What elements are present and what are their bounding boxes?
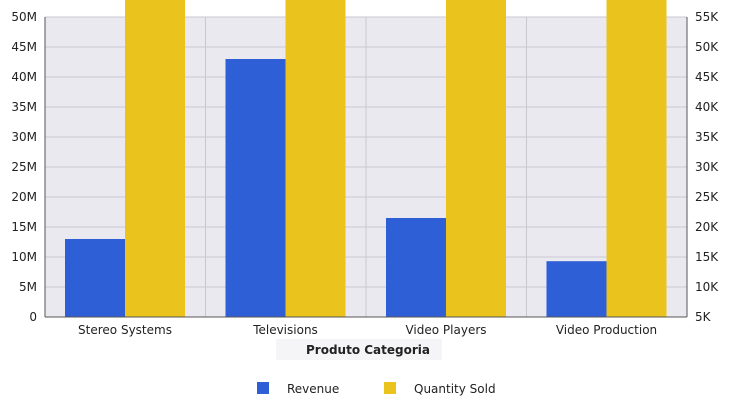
y-left-tick-label: 0	[29, 310, 37, 324]
x-tick-label: Video Players	[405, 323, 486, 337]
y-right-tick-label: 30K	[695, 160, 719, 174]
legend-label: Revenue	[287, 382, 339, 396]
y-left-tick-label: 15M	[11, 220, 37, 234]
y-right-tick-label: 15K	[695, 250, 719, 264]
y-left-tick-label: 25M	[11, 160, 37, 174]
y-left-tick-label: 20M	[11, 190, 37, 204]
y-right-tick-label: 50K	[695, 40, 719, 54]
y-right-tick-label: 40K	[695, 100, 719, 114]
y-left-tick-label: 50M	[11, 10, 37, 24]
legend-swatch	[384, 382, 396, 394]
y-right-tick-label: 35K	[695, 130, 719, 144]
bar-quantity-sold	[446, 0, 506, 317]
legend-label: Quantity Sold	[414, 382, 496, 396]
x-axis-title-background	[276, 339, 442, 360]
x-axis-labels: Stereo Systems Televisions Video Players Vi…	[78, 323, 657, 337]
y-axis-right-labels: 5K 10K 15K 20K 25K 30K 35K 40K 45K 50K 55K	[695, 10, 719, 324]
bar-revenue	[546, 261, 607, 317]
x-tick-label: Televisions	[252, 323, 318, 337]
y-right-tick-label: 25K	[695, 190, 719, 204]
y-right-tick-label: 20K	[695, 220, 719, 234]
bar-quantity-sold	[125, 0, 185, 317]
y-left-tick-label: 40M	[11, 70, 37, 84]
y-left-tick-label: 5M	[19, 280, 37, 294]
y-right-tick-label: 10K	[695, 280, 719, 294]
bar-revenue	[225, 59, 286, 317]
bars	[65, 0, 667, 317]
bar-quantity-sold	[606, 0, 667, 317]
legend-swatch	[257, 382, 269, 394]
x-tick-label: Stereo Systems	[78, 323, 172, 337]
bar-quantity-sold	[285, 0, 346, 317]
y-left-tick-label: 30M	[11, 130, 37, 144]
axes	[44, 17, 688, 318]
legend: Revenue Quantity Sold	[257, 382, 496, 396]
y-axis-left-labels: 0 5M 10M 15M 20M 25M 30M 35M 40M 45M 50M	[11, 10, 37, 324]
y-left-tick-label: 35M	[11, 100, 37, 114]
y-left-tick-label: 10M	[11, 250, 37, 264]
y-right-tick-label: 5K	[695, 310, 712, 324]
bar-revenue	[386, 218, 446, 317]
y-right-tick-label: 45K	[695, 70, 719, 84]
x-tick-label: Video Production	[556, 323, 657, 337]
y-left-tick-label: 45M	[11, 40, 37, 54]
y-right-tick-label: 55K	[695, 10, 719, 24]
x-axis-title: Produto Categoria	[306, 343, 430, 357]
bar-revenue	[65, 239, 125, 317]
